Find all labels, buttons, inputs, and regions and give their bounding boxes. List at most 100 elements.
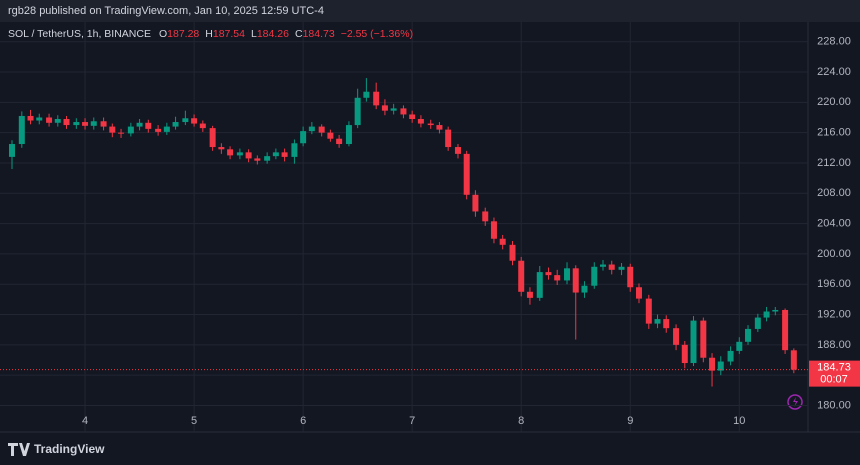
candle-body xyxy=(381,105,388,111)
candle-body xyxy=(736,341,743,351)
x-tick-label: 10 xyxy=(733,415,745,427)
candle-body xyxy=(109,126,116,133)
candle-body xyxy=(572,268,579,293)
candle-body xyxy=(427,123,434,126)
y-tick-label: 204.00 xyxy=(817,217,851,229)
candle-body xyxy=(417,119,424,124)
candle-body xyxy=(172,122,179,127)
ohlc-value: 187.28 xyxy=(167,28,199,40)
ohlc-value: 184.26 xyxy=(257,28,289,40)
candle-body xyxy=(554,275,561,281)
brand-logo xyxy=(8,443,30,456)
x-tick-label: 5 xyxy=(191,415,197,427)
ohlc-value: 184.73 xyxy=(303,28,335,40)
candle-body xyxy=(390,108,397,111)
y-tick-label: 228.00 xyxy=(817,36,851,48)
candle-body xyxy=(36,117,43,121)
candle-body xyxy=(690,320,697,364)
candle-body xyxy=(155,128,162,132)
candle-body xyxy=(118,132,125,134)
candle-body xyxy=(354,97,361,126)
candle-body xyxy=(772,309,779,312)
candle-body xyxy=(591,266,598,286)
candle-body xyxy=(409,114,416,120)
candle-body xyxy=(145,122,152,129)
x-tick-label: 6 xyxy=(300,415,306,427)
last-price-box xyxy=(809,360,860,387)
candle-body xyxy=(46,117,53,123)
candle-body xyxy=(518,260,525,292)
y-tick-label: 180.00 xyxy=(817,399,851,411)
candle-body xyxy=(482,211,489,222)
candle-body xyxy=(600,264,607,267)
brand: TradingView xyxy=(34,442,105,456)
candle-body xyxy=(545,272,552,276)
y-tick-label: 196.00 xyxy=(817,278,851,290)
candle-body xyxy=(300,131,307,144)
y-tick-label: 192.00 xyxy=(817,308,851,320)
candle-body xyxy=(727,350,734,362)
candle-body xyxy=(745,328,752,342)
candle-body xyxy=(199,123,206,129)
grid-layer xyxy=(0,22,808,432)
candle-body xyxy=(536,272,543,298)
x-tick-label: 4 xyxy=(82,415,88,427)
candle-body xyxy=(163,126,170,132)
candle-body xyxy=(454,147,461,154)
candle-body xyxy=(127,126,134,134)
ohlc-label: H xyxy=(205,28,213,40)
footer xyxy=(0,438,860,460)
candle-body xyxy=(635,287,642,299)
y-tick-label: 212.00 xyxy=(817,157,851,169)
candle-body xyxy=(618,266,625,270)
candle-body xyxy=(754,317,761,329)
candle-body xyxy=(73,122,80,126)
y-tick-label: 216.00 xyxy=(817,127,851,139)
candle-body xyxy=(18,115,25,145)
y-tick-label: 220.00 xyxy=(817,96,851,108)
candle-body xyxy=(8,144,15,157)
candle-body xyxy=(327,132,334,139)
candle-body xyxy=(308,126,315,132)
candle-body xyxy=(272,152,279,157)
y-tick-label: 224.00 xyxy=(817,66,851,78)
candle-body xyxy=(136,122,143,127)
candle-body xyxy=(227,149,234,156)
candle-body xyxy=(564,268,571,281)
candle-body xyxy=(490,221,497,239)
candle-body xyxy=(82,122,89,126)
top-bar xyxy=(0,0,860,22)
candle-body xyxy=(182,118,189,123)
candle-body xyxy=(526,291,533,298)
publisher: rgb28 published on TradingView.com, Jan … xyxy=(8,5,324,17)
candle-body xyxy=(218,147,225,150)
candle-body xyxy=(717,361,724,371)
ohlc-label: O xyxy=(159,28,167,40)
candle-body xyxy=(264,156,271,161)
symbol: SOL / TetherUS, 1h, BINANCE xyxy=(8,28,151,40)
candle-body xyxy=(245,152,252,159)
candle-body xyxy=(700,320,707,358)
candle-body xyxy=(436,125,443,130)
candle-body xyxy=(673,328,680,345)
candle-body xyxy=(681,344,688,364)
alert-bolt xyxy=(793,397,798,407)
ohlc-label: L xyxy=(251,28,257,40)
candle-body xyxy=(763,311,770,318)
alert-icon[interactable] xyxy=(787,394,803,410)
candle-body xyxy=(782,309,789,351)
candle-body xyxy=(663,319,670,329)
last-price: 184.73 xyxy=(817,362,851,374)
candle-body xyxy=(281,152,288,157)
candle-body xyxy=(608,264,615,270)
candle-body xyxy=(63,119,70,126)
candle-body xyxy=(90,121,97,126)
candle-body xyxy=(400,108,407,115)
ohlc-label: C xyxy=(295,28,303,40)
candle-body xyxy=(463,153,470,195)
candle-body xyxy=(209,128,216,148)
ohlc-value: 187.54 xyxy=(213,28,245,40)
candle-body xyxy=(499,238,506,245)
